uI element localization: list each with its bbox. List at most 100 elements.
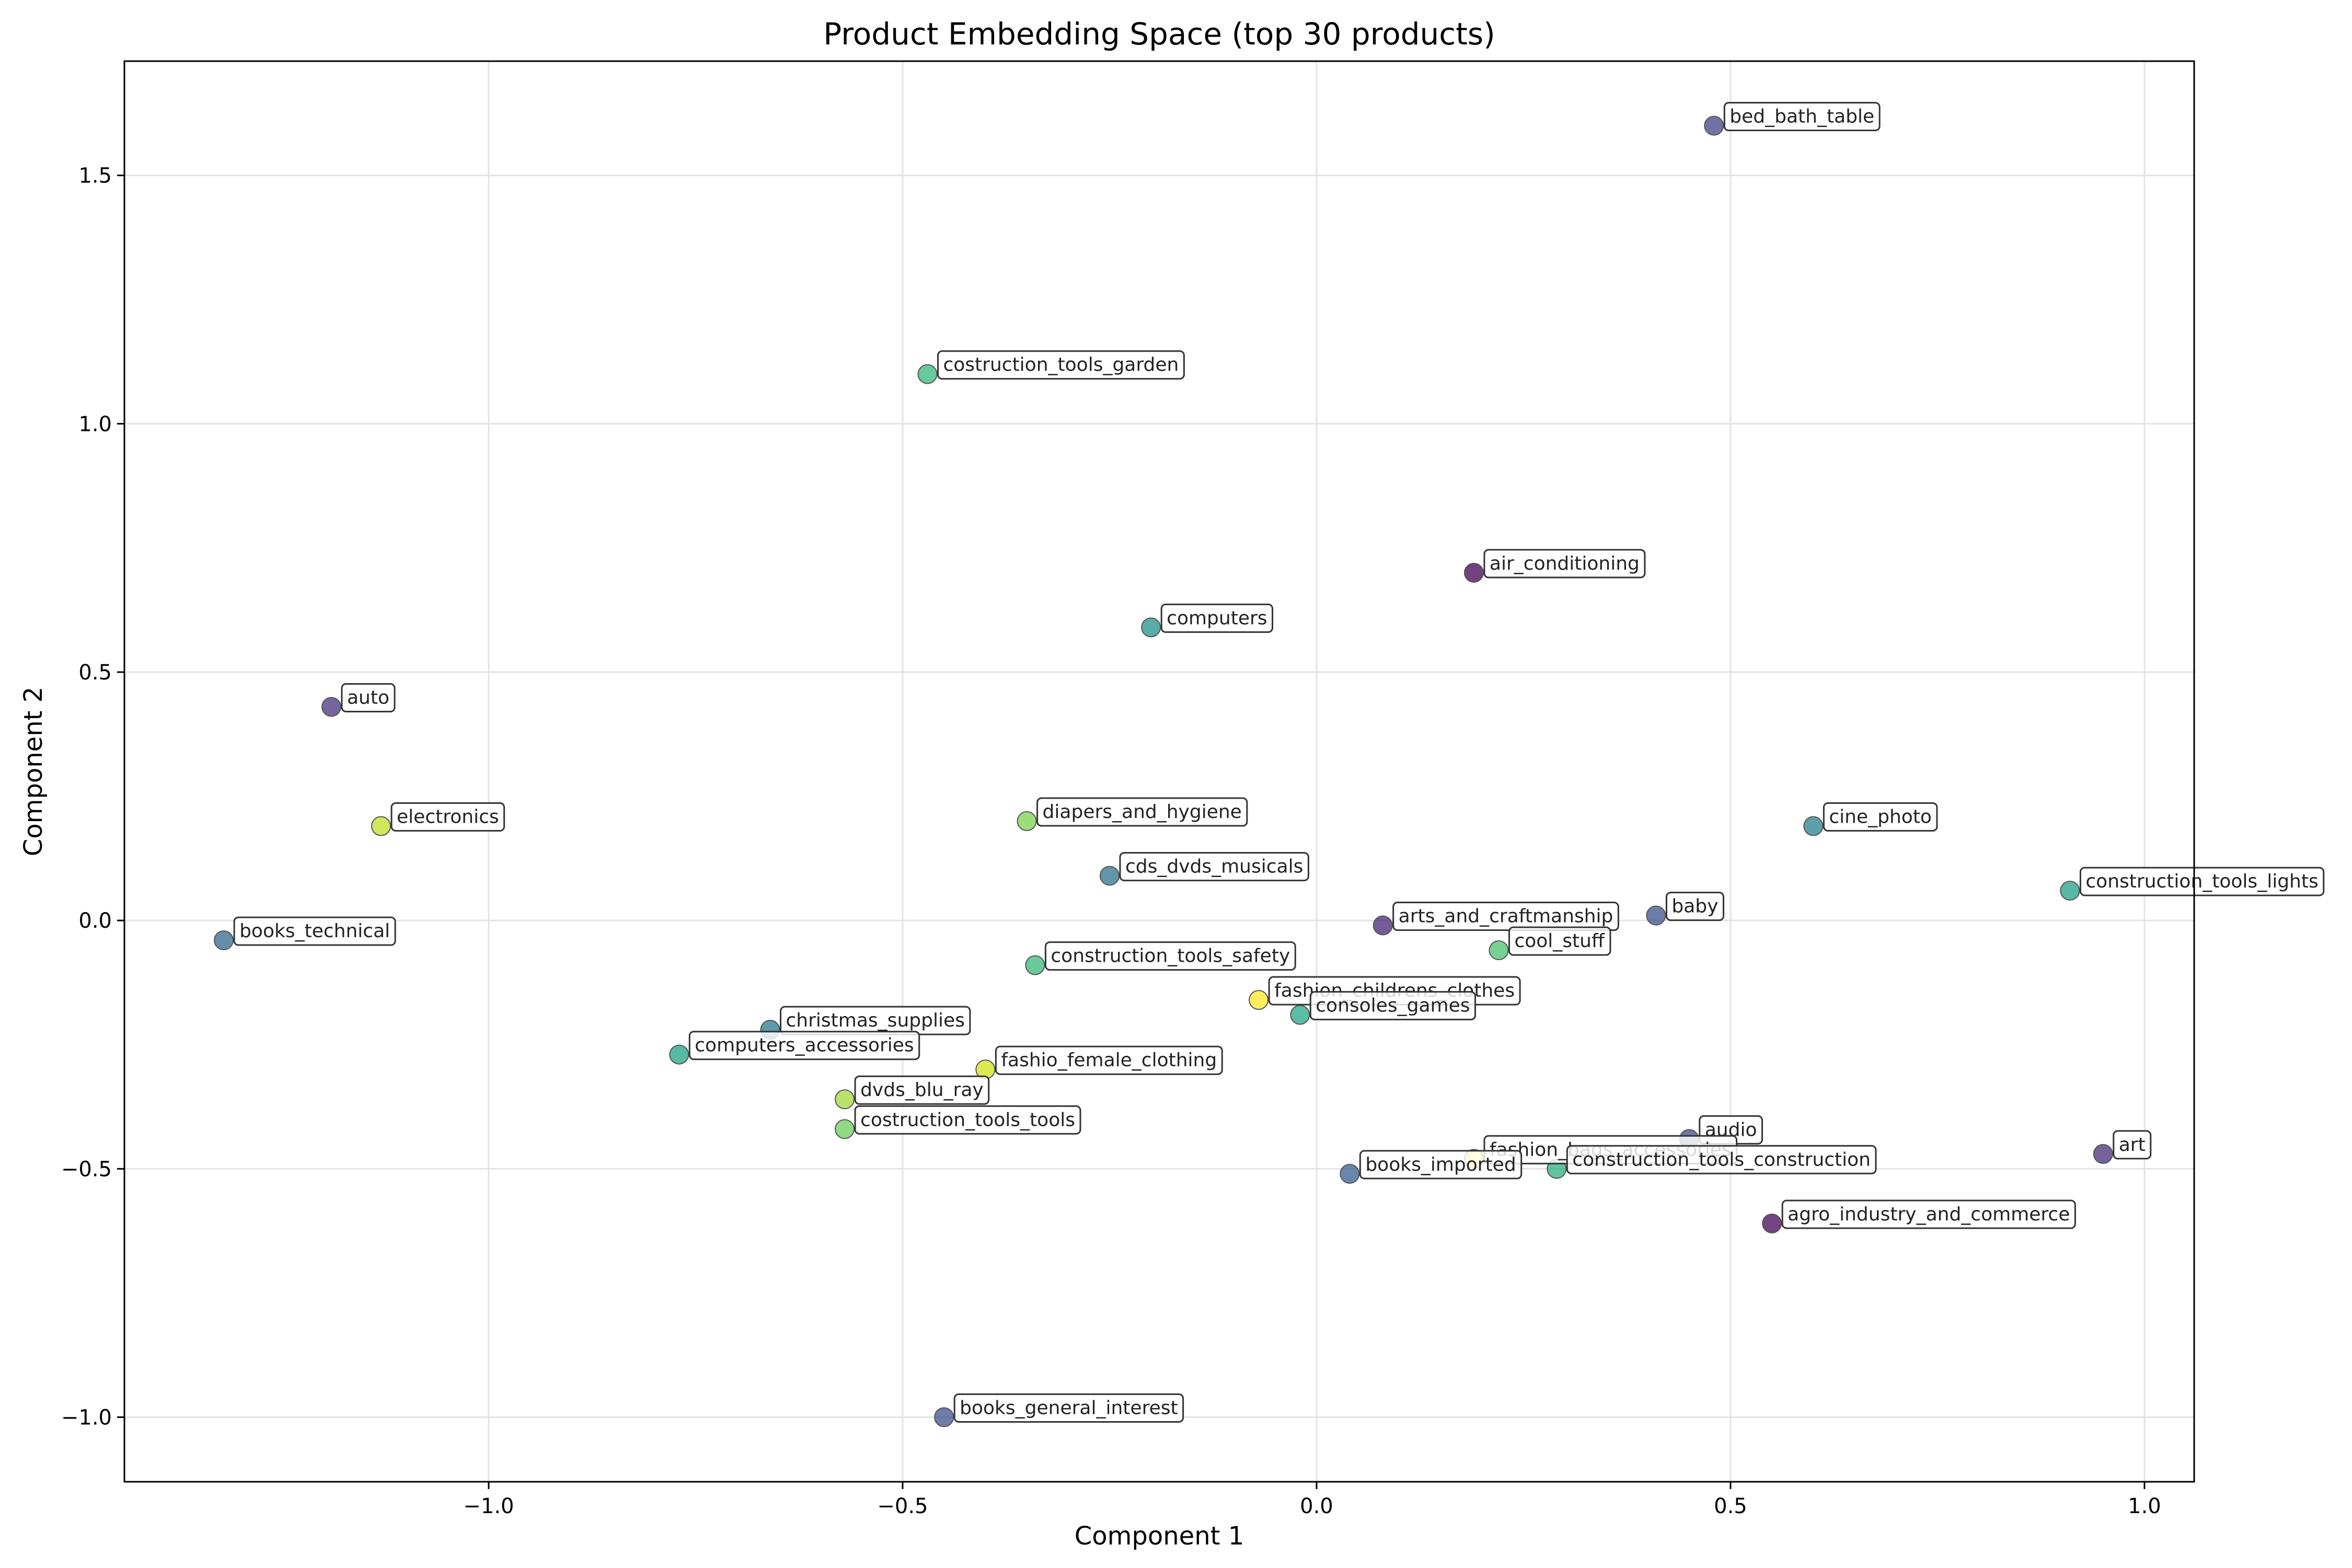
y-tick-label: 1.5	[78, 164, 112, 188]
x-tick-label: 0.0	[1300, 1494, 1333, 1518]
point-label-text: cool_stuff	[1514, 930, 1605, 952]
data-point	[835, 1119, 855, 1139]
y-axis-label: Component 2	[19, 687, 48, 856]
point-label: costruction_tools_tools	[854, 1105, 1081, 1135]
point-label-text: dvds_blu_ray	[860, 1079, 984, 1101]
data-point	[669, 1044, 689, 1065]
point-label-text: christmas_supplies	[786, 1010, 965, 1031]
point-label: computers_accessories	[688, 1031, 920, 1060]
data-point	[1099, 866, 1120, 886]
data-points	[214, 116, 2113, 1427]
point-label-box	[390, 802, 505, 832]
point-label-text: books_imported	[1365, 1154, 1516, 1175]
point-label-text: consoles_games	[1316, 995, 1470, 1017]
point-label-text: construction_tools_construction	[1572, 1149, 1871, 1170]
point-label-box	[1160, 603, 1274, 633]
point-label: dvds_blu_ray	[854, 1075, 990, 1105]
data-point	[1290, 1005, 1310, 1025]
data-point	[917, 364, 938, 384]
point-label-text: baby	[1671, 896, 1718, 917]
plot-frame	[123, 60, 2195, 1483]
point-label-text: computers_accessories	[695, 1035, 914, 1056]
point-label-text: auto	[347, 687, 389, 708]
y-tick-label: 0.0	[78, 909, 112, 933]
point-label-text: art	[2119, 1134, 2146, 1156]
point-label-box	[854, 1075, 990, 1105]
chart-title: Product Embedding Space (top 30 products…	[823, 16, 1495, 52]
point-label-box	[341, 683, 396, 712]
point-label: fashio_female_clothing	[995, 1045, 1223, 1075]
point-label-box	[937, 350, 1185, 380]
point-label: construction_tools_construction	[1566, 1145, 1877, 1174]
point-label-text: agro_industry_and_commerce	[1788, 1204, 2070, 1225]
point-label-box	[1665, 892, 1724, 921]
data-point	[371, 816, 391, 836]
point-label-box	[953, 1393, 1184, 1423]
point-label: arts_and_craftmanship	[1392, 902, 1619, 931]
point-label-text: costruction_tools_garden	[943, 354, 1179, 376]
point-label: baby	[1665, 892, 1724, 921]
data-point	[1340, 1163, 1360, 1184]
x-tick-label: −1.0	[463, 1494, 514, 1518]
point-label-box	[688, 1031, 920, 1060]
data-point	[1803, 816, 1824, 836]
point-label: art	[2113, 1130, 2152, 1160]
point-label: construction_tools_lights	[2079, 867, 2325, 896]
data-point	[1646, 905, 1666, 926]
y-tick-label: 0.5	[78, 661, 112, 685]
point-label: cool_stuff	[1508, 926, 1611, 956]
point-label: books_general_interest	[953, 1393, 1184, 1423]
point-label: consoles_games	[1309, 991, 1476, 1021]
data-point	[1141, 617, 1161, 638]
point-label: cine_photo	[1823, 802, 1938, 832]
point-label: electronics	[390, 802, 505, 832]
point-label: christmas_supplies	[780, 1006, 971, 1035]
x-axis-label: Component 1	[1075, 1521, 1244, 1551]
point-label-box	[1359, 1150, 1523, 1180]
point-label: construction_tools_safety	[1044, 941, 1296, 971]
point-label: air_conditioning	[1483, 549, 1646, 579]
data-point	[1489, 940, 1509, 961]
point-label-text: air_conditioning	[1490, 553, 1640, 574]
point-label-text: cds_dvds_musicals	[1125, 856, 1303, 878]
data-point	[214, 930, 234, 951]
point-labels: bed_bath_table costruction_tools_gardenai…	[233, 102, 2325, 1423]
point-label: agro_industry_and_commerce	[1781, 1200, 2076, 1229]
point-label-box	[1044, 941, 1296, 971]
point-label-box	[2113, 1130, 2152, 1160]
point-label-text: construction_tools_safety	[1051, 946, 1290, 967]
point-label-box	[1309, 991, 1476, 1021]
point-label-box	[995, 1045, 1223, 1075]
x-tick-label: 1.0	[2128, 1494, 2161, 1518]
x-axis-ticks: −1.0 −0.5 0.0 0.5 1.0	[463, 1482, 2161, 1518]
y-tick-label: −1.0	[61, 1405, 112, 1429]
point-label-box	[1508, 926, 1611, 956]
data-point	[1373, 915, 1393, 936]
y-tick-label: −0.5	[61, 1157, 112, 1181]
point-label: books_imported	[1359, 1150, 1523, 1180]
point-label-text: construction_tools_lights	[2085, 871, 2318, 892]
point-label: computers	[1160, 603, 1274, 633]
point-label-text: electronics	[397, 806, 499, 828]
point-label-text: fashio_female_clothing	[1001, 1050, 1217, 1071]
point-label-text: computers	[1167, 607, 1267, 629]
point-label-box	[1823, 802, 1938, 832]
x-tick-label: −0.5	[877, 1494, 928, 1518]
point-label-box	[1723, 102, 1881, 132]
point-label-box	[233, 916, 396, 946]
point-label-box	[1392, 902, 1619, 931]
point-label-box	[1781, 1200, 2076, 1229]
data-point	[1762, 1213, 1782, 1233]
data-point	[1025, 955, 1045, 975]
data-point	[321, 697, 341, 717]
point-label: cds_dvds_musicals	[1119, 852, 1309, 882]
point-label-text: bed_bath_table	[1730, 106, 1874, 128]
point-label-text: diapers_and_hygiene	[1043, 801, 1242, 823]
data-point	[1249, 990, 1269, 1010]
point-label-box	[1036, 797, 1248, 827]
data-point	[934, 1407, 954, 1427]
point-label: bed_bath_table	[1723, 102, 1881, 132]
x-tick-label: 0.5	[1714, 1494, 1747, 1518]
